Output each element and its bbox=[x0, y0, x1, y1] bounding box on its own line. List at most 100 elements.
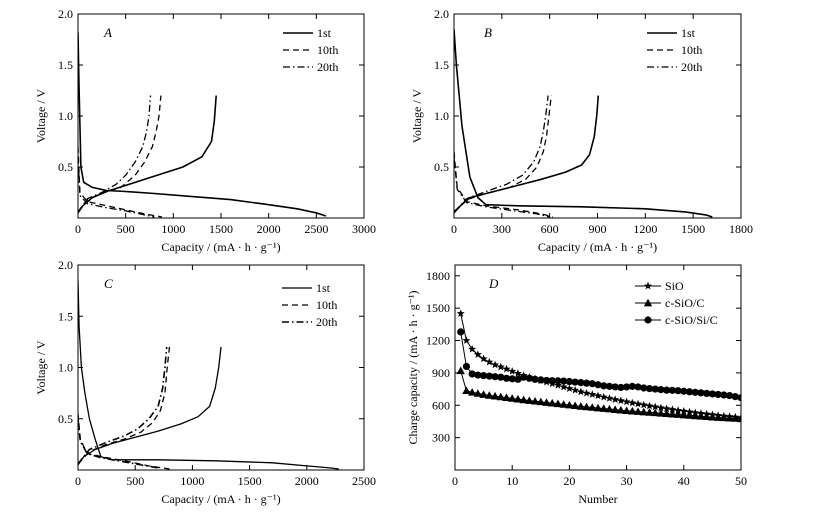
panel-d-series-c-sio-si-c-point bbox=[542, 376, 551, 385]
panel-d-series-sio-point bbox=[605, 394, 614, 402]
panel-d-series-c-sio-c-point bbox=[656, 409, 666, 417]
panel-d-series-c-sio-c-point bbox=[668, 409, 677, 418]
panel-a-legend-1st-label: 1st bbox=[317, 26, 332, 40]
panel-d-series-c-sio-c-point bbox=[736, 414, 741, 423]
panel-d-series-c-sio-si-c-point bbox=[531, 375, 539, 383]
panel-c-ytick-label: 2.0 bbox=[58, 258, 73, 272]
panel-d-series-c-sio-c-point bbox=[485, 391, 494, 399]
panel-a-series-10th-charge bbox=[78, 95, 162, 213]
panel-d-series-sio-point bbox=[462, 336, 471, 344]
panel-d-series-c-sio-si-c-point bbox=[611, 383, 619, 391]
panel-d-legend-sio-label: SiO bbox=[665, 279, 684, 293]
panel-d-series-c-sio-c-point bbox=[565, 400, 574, 409]
panel-b-ytick-label: 2.0 bbox=[434, 7, 449, 21]
panel-d-series-c-sio-si-c-point bbox=[617, 383, 625, 392]
panel-a-ylabel: Voltage / V bbox=[34, 89, 48, 144]
panel-d-series-sio-point bbox=[622, 397, 631, 406]
panel-d-xtick-label: 20 bbox=[563, 474, 575, 488]
panel-a-ytick-label: 2.0 bbox=[58, 7, 73, 21]
panel-d-xlabel: Number bbox=[578, 492, 617, 506]
panel-d-series-sio-point bbox=[628, 398, 637, 407]
panel-c-xtick-label: 2000 bbox=[295, 474, 319, 488]
panel-d-series-c-sio-c-point bbox=[496, 392, 505, 401]
panel-d-series-c-sio-c-point bbox=[473, 389, 483, 397]
panel-d-series-c-sio-c-point bbox=[570, 401, 580, 410]
panel-b-plot bbox=[454, 29, 713, 218]
panel-c-series-20th-charge bbox=[78, 346, 168, 465]
panel-d-series-c-sio-si-c-point bbox=[560, 377, 568, 385]
panel-c-xlabel: Capacity / (mA · h · g⁻¹) bbox=[161, 492, 280, 506]
panel-d-legend-c-sio-si-c-label: c-SiO/Si/C bbox=[665, 313, 718, 327]
panel-d-series-sio-point bbox=[513, 369, 522, 377]
panel-d-series-c-sio-si-c-point bbox=[674, 387, 682, 395]
panel-b-xtick-label: 600 bbox=[541, 222, 559, 236]
panel-d-series-c-sio-si-c-point bbox=[657, 386, 665, 394]
panel-b-ytick-label: 1.5 bbox=[434, 58, 449, 72]
panel-b-ytick-label: 0.5 bbox=[434, 160, 449, 174]
panel-d-series-sio-point bbox=[594, 391, 602, 400]
panel-d-series-c-sio-si-c-point bbox=[582, 379, 591, 387]
panel-d-series-c-sio-c-point bbox=[719, 413, 729, 422]
panel-b-series-20th-discharge bbox=[454, 156, 550, 218]
panel-d-series-c-sio-c-point bbox=[645, 408, 654, 416]
panel-a-series-10th-discharge bbox=[78, 146, 163, 218]
panel-b-legend-1st-label: 1st bbox=[681, 26, 696, 40]
panel-d-series-c-sio-c-point bbox=[662, 409, 671, 418]
panel-b-xtick-label: 1800 bbox=[729, 222, 753, 236]
panel-d-series-sio-point bbox=[662, 404, 671, 413]
panel-d-series-c-sio-c-point bbox=[685, 411, 694, 419]
panel-d-series-c-sio-c-point bbox=[553, 399, 563, 408]
panel-d-xtick-label: 10 bbox=[506, 474, 518, 488]
panel-d-series-c-sio-si-c-point bbox=[502, 374, 511, 382]
panel-d-frame bbox=[454, 264, 742, 471]
panel-c-ytick-label: 1.5 bbox=[58, 309, 73, 323]
panel-d-series-c-sio-c-point bbox=[593, 403, 603, 412]
panel-c-legend-1st-label: 1st bbox=[316, 281, 331, 295]
panel-b-series-20th-charge bbox=[454, 95, 549, 213]
panel-a-legend-20th-label: 20th bbox=[317, 60, 338, 74]
panel-c-ytick-label: 0.5 bbox=[58, 412, 73, 426]
panel-d-series-sio-point bbox=[571, 385, 580, 394]
panel-d-series-sio-point bbox=[559, 382, 568, 391]
panel-d-series-c-sio-si-c-point bbox=[485, 372, 493, 380]
panel-d-series-c-sio-c-point bbox=[622, 406, 631, 415]
panel-c-letter: C bbox=[104, 276, 113, 291]
panel-d-series-c-sio-si-c-point bbox=[571, 378, 579, 386]
panel-d-series-c-sio-c-point bbox=[708, 412, 717, 421]
panel-a-xtick-label: 2000 bbox=[257, 222, 281, 236]
panel-d-series-c-sio-c-point bbox=[679, 410, 688, 419]
panel-d-series-sio-point bbox=[508, 367, 517, 375]
panel-c-xtick-label: 1000 bbox=[180, 474, 204, 488]
panel-d-series-c-sio-si-c-point bbox=[703, 389, 711, 397]
panel-c-xtick-label: 500 bbox=[126, 474, 144, 488]
panel-d-series-sio-point bbox=[634, 399, 643, 408]
panel-d-series-c-sio-c-point bbox=[610, 405, 620, 413]
panel-d-legend: SiO c-SiO/C c-SiO/Si/C bbox=[635, 279, 718, 327]
panel-d-series-c-sio-si-c-point bbox=[491, 373, 499, 381]
panel-d-series-c-sio-si-c-point bbox=[577, 379, 585, 387]
panel-b-legend-10th-label: 10th bbox=[681, 43, 702, 57]
panel-d-series-c-sio-c-point bbox=[605, 404, 614, 413]
panel-d-series-c-sio-c-point bbox=[633, 407, 643, 415]
panel-d-series-sio-point bbox=[553, 381, 562, 389]
panel-d-series-c-sio-c-point bbox=[462, 386, 471, 395]
panel-d-series-sio-point bbox=[479, 354, 488, 363]
panel-d-series-c-sio-si-c-point bbox=[731, 393, 739, 401]
panel-d-series-c-sio-si-c-point bbox=[623, 383, 631, 391]
panel-c: 0 500 1000 1500 2000 2500 0.5 1.0 1.5 2.0 Capacity… bbox=[34, 258, 376, 506]
panel-d-series-c-sio-si-c-point bbox=[634, 383, 642, 391]
panel-c-xtick-label: 1500 bbox=[238, 474, 262, 488]
panel-d-plot bbox=[456, 309, 741, 423]
panel-d-series-c-sio-si-c-point bbox=[514, 375, 522, 383]
panel-d-ytick-label: 300 bbox=[432, 431, 450, 445]
panel-d-series-sio-point bbox=[674, 406, 683, 414]
panel-d-series-c-sio-c-point bbox=[548, 398, 557, 407]
panel-b-series-10th-discharge bbox=[454, 151, 554, 218]
panel-d-series-c-sio-si-c-point bbox=[537, 376, 545, 384]
panel-d-series-sio-point bbox=[496, 362, 505, 371]
panel-a-xtick-label: 1000 bbox=[161, 222, 185, 236]
panel-d-series-sio-point bbox=[502, 364, 511, 373]
panel-d-ylabel: Charge capacity / (mA · h · g⁻¹) bbox=[406, 291, 420, 445]
panel-d-series-c-sio-si-c-point bbox=[605, 382, 614, 390]
panel-d-series-c-sio-c-point bbox=[628, 406, 637, 415]
